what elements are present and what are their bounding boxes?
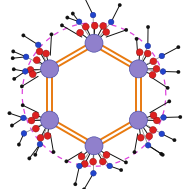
Circle shape bbox=[153, 65, 160, 72]
Circle shape bbox=[21, 131, 27, 136]
Circle shape bbox=[119, 168, 123, 172]
Circle shape bbox=[43, 50, 49, 57]
Circle shape bbox=[41, 111, 59, 129]
Circle shape bbox=[179, 115, 182, 119]
Circle shape bbox=[12, 68, 15, 71]
Circle shape bbox=[159, 53, 165, 59]
Circle shape bbox=[177, 45, 180, 49]
Circle shape bbox=[37, 134, 44, 141]
Circle shape bbox=[85, 137, 103, 155]
Circle shape bbox=[103, 151, 110, 158]
Circle shape bbox=[161, 153, 164, 156]
Circle shape bbox=[129, 111, 147, 129]
Circle shape bbox=[21, 104, 24, 107]
Circle shape bbox=[23, 54, 29, 60]
Circle shape bbox=[11, 57, 14, 60]
Circle shape bbox=[32, 112, 39, 119]
Circle shape bbox=[29, 71, 36, 78]
Circle shape bbox=[103, 29, 110, 36]
Circle shape bbox=[66, 16, 69, 19]
Circle shape bbox=[27, 67, 34, 73]
Circle shape bbox=[10, 124, 14, 127]
Circle shape bbox=[136, 49, 143, 56]
Circle shape bbox=[145, 43, 151, 49]
Circle shape bbox=[28, 117, 35, 124]
Circle shape bbox=[90, 158, 96, 165]
Circle shape bbox=[23, 69, 28, 74]
Circle shape bbox=[145, 143, 151, 148]
Circle shape bbox=[177, 70, 180, 74]
Circle shape bbox=[159, 131, 164, 137]
Circle shape bbox=[137, 134, 144, 141]
Circle shape bbox=[32, 125, 39, 132]
Circle shape bbox=[36, 42, 41, 48]
Circle shape bbox=[150, 58, 157, 65]
Circle shape bbox=[124, 28, 128, 32]
Circle shape bbox=[108, 19, 114, 25]
Circle shape bbox=[44, 132, 51, 139]
Circle shape bbox=[82, 188, 86, 189]
Circle shape bbox=[168, 100, 171, 103]
Circle shape bbox=[153, 117, 160, 124]
Circle shape bbox=[160, 152, 163, 156]
Circle shape bbox=[28, 157, 31, 160]
Circle shape bbox=[77, 163, 82, 169]
Circle shape bbox=[74, 183, 77, 186]
Circle shape bbox=[91, 22, 98, 29]
Circle shape bbox=[85, 34, 103, 52]
Circle shape bbox=[11, 50, 15, 53]
Circle shape bbox=[34, 153, 37, 156]
Circle shape bbox=[149, 71, 156, 78]
Circle shape bbox=[78, 153, 85, 160]
Circle shape bbox=[8, 112, 11, 115]
Circle shape bbox=[36, 48, 43, 55]
Circle shape bbox=[107, 163, 112, 169]
Circle shape bbox=[13, 77, 16, 81]
Circle shape bbox=[150, 112, 157, 119]
Circle shape bbox=[160, 69, 166, 74]
Circle shape bbox=[166, 86, 169, 90]
Circle shape bbox=[37, 141, 43, 147]
Circle shape bbox=[173, 138, 176, 142]
Circle shape bbox=[22, 34, 25, 37]
Circle shape bbox=[60, 24, 64, 27]
Circle shape bbox=[124, 161, 128, 164]
Circle shape bbox=[100, 22, 107, 29]
Circle shape bbox=[150, 126, 156, 133]
Circle shape bbox=[77, 29, 83, 36]
Circle shape bbox=[20, 85, 24, 88]
Circle shape bbox=[71, 12, 74, 15]
Circle shape bbox=[21, 115, 26, 121]
Circle shape bbox=[81, 160, 88, 167]
Circle shape bbox=[82, 23, 89, 30]
Circle shape bbox=[17, 143, 21, 146]
Circle shape bbox=[33, 57, 40, 64]
Circle shape bbox=[161, 115, 166, 120]
Circle shape bbox=[41, 60, 59, 78]
Circle shape bbox=[144, 50, 151, 57]
Circle shape bbox=[91, 170, 96, 176]
Circle shape bbox=[146, 133, 153, 140]
Circle shape bbox=[99, 158, 106, 165]
Circle shape bbox=[133, 150, 136, 154]
Circle shape bbox=[76, 19, 82, 25]
Circle shape bbox=[90, 12, 96, 18]
Circle shape bbox=[50, 33, 53, 36]
Circle shape bbox=[118, 3, 121, 7]
Circle shape bbox=[129, 60, 147, 78]
Circle shape bbox=[146, 25, 150, 29]
Circle shape bbox=[65, 160, 68, 163]
Circle shape bbox=[52, 150, 55, 154]
Circle shape bbox=[135, 37, 138, 40]
